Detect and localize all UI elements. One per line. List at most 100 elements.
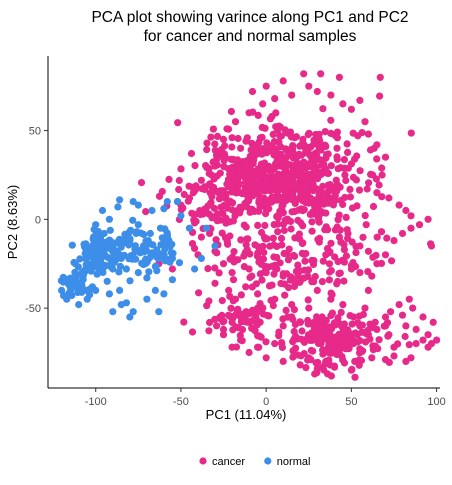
point-cancer (296, 318, 304, 326)
point-normal (71, 268, 79, 276)
point-cancer (237, 164, 245, 172)
point-cancer (208, 171, 216, 179)
point-cancer (237, 291, 245, 299)
point-cancer (271, 95, 279, 103)
point-cancer (301, 257, 309, 265)
point-cancer (228, 179, 236, 187)
point-cancer (175, 176, 183, 185)
point-cancer (285, 245, 293, 253)
point-cancer (243, 134, 251, 142)
point-cancer (326, 268, 334, 276)
point-cancer (225, 198, 233, 206)
point-cancer (424, 215, 432, 223)
point-cancer (339, 100, 347, 108)
point-cancer (165, 175, 173, 183)
point-normal (122, 299, 130, 307)
point-cancer (274, 228, 282, 236)
point-cancer (281, 291, 289, 299)
point-cancer (201, 185, 209, 193)
point-cancer (205, 297, 213, 305)
point-cancer (225, 286, 233, 294)
y-tick-label: 0 (35, 214, 41, 226)
point-cancer (227, 304, 235, 312)
point-normal (168, 254, 176, 262)
point-normal (211, 242, 219, 250)
point-cancer (230, 248, 238, 256)
point-cancer (390, 352, 398, 360)
point-normal (129, 251, 137, 259)
point-cancer (203, 146, 211, 154)
point-cancer (412, 325, 420, 333)
point-cancer (261, 124, 269, 132)
point-cancer (333, 181, 342, 189)
point-cancer (324, 169, 332, 177)
point-cancer (234, 134, 242, 143)
point-normal (165, 237, 173, 245)
point-cancer (279, 357, 287, 365)
point-normal (75, 301, 83, 309)
point-normal (78, 269, 86, 277)
point-cancer (177, 165, 185, 173)
point-normal (108, 238, 116, 246)
point-cancer (381, 313, 390, 321)
point-cancer (310, 168, 318, 176)
point-cancer (279, 272, 287, 280)
legend-label-cancer: cancer (212, 456, 245, 468)
point-cancer (259, 163, 267, 171)
point-cancer (310, 257, 318, 265)
point-cancer (355, 312, 363, 320)
point-cancer (330, 348, 338, 357)
point-cancer (268, 112, 276, 121)
point-cancer (429, 318, 437, 326)
point-cancer (333, 128, 341, 136)
point-cancer (315, 142, 323, 151)
point-cancer (295, 150, 303, 158)
point-normal (140, 230, 148, 239)
point-cancer (311, 155, 319, 163)
point-cancer (378, 193, 386, 201)
point-normal (92, 237, 100, 245)
point-cancer (313, 87, 321, 96)
point-cancer (276, 195, 284, 203)
point-cancer (228, 269, 236, 277)
point-cancer (298, 174, 306, 182)
point-normal (83, 295, 91, 303)
point-cancer (206, 180, 214, 188)
point-cancer (401, 332, 409, 341)
chart-title-line-2: for cancer and normal samples (144, 28, 357, 45)
point-cancer (206, 318, 214, 327)
point-cancer (168, 265, 176, 273)
point-cancer (244, 235, 252, 243)
point-cancer (337, 308, 345, 316)
point-cancer (203, 164, 211, 172)
point-cancer (191, 244, 199, 252)
axis-ticks: -100 -50 0 50 100 -50 0 50 (25, 126, 446, 408)
point-cancer (319, 257, 327, 265)
point-cancer (373, 233, 381, 241)
point-cancer (395, 201, 403, 209)
point-cancer (300, 70, 308, 78)
point-cancer (294, 272, 302, 280)
point-cancer (219, 209, 227, 217)
point-normal (177, 212, 185, 220)
point-normal (160, 290, 168, 298)
point-cancer (243, 198, 251, 206)
point-cancer (275, 186, 283, 194)
point-cancer (204, 265, 212, 273)
point-cancer (274, 170, 282, 178)
point-normal (127, 226, 135, 234)
point-cancer (231, 118, 240, 126)
point-normal (95, 260, 103, 268)
point-cancer (349, 129, 357, 137)
point-cancer (313, 325, 321, 333)
point-cancer (203, 139, 211, 147)
point-cancer (340, 156, 348, 164)
point-normal (100, 229, 108, 238)
point-cancer (402, 357, 410, 365)
point-normal (146, 240, 154, 248)
point-cancer (376, 73, 384, 81)
point-normal (160, 205, 168, 213)
point-normal (151, 262, 159, 271)
point-cancer (229, 156, 237, 164)
